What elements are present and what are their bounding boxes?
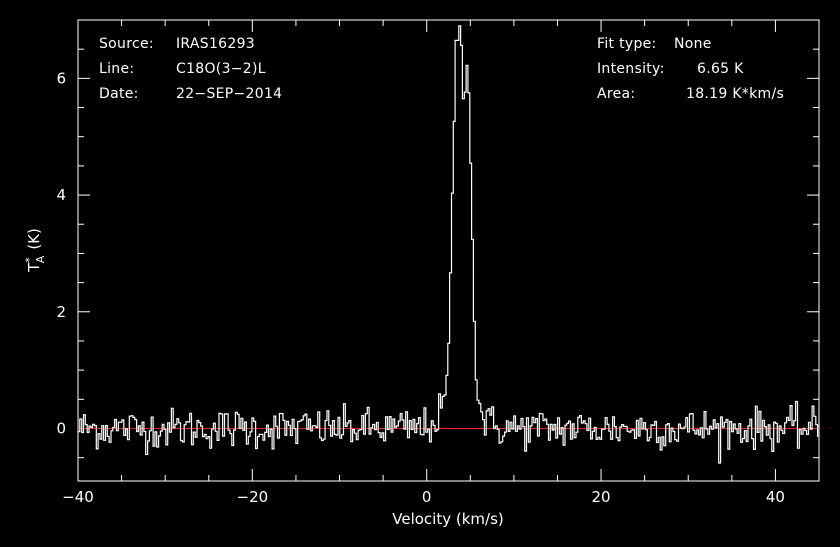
- y-axis-label: T*A (K): [23, 228, 47, 273]
- fit-type-value: None: [674, 36, 712, 52]
- x-tick-label: 0: [422, 488, 432, 506]
- spectrum-line: [78, 25, 819, 464]
- line-value: C18O(3−2)L: [176, 61, 266, 77]
- x-tick-label: 40: [766, 488, 785, 506]
- intensity-label: Intensity:: [597, 61, 665, 77]
- y-axis-label-main: T: [25, 262, 43, 273]
- y-tick-label: 2: [56, 303, 66, 321]
- plot-frame: [77, 19, 820, 482]
- y-tick-label: 0: [56, 419, 66, 437]
- date-value: 22−SEP−2014: [176, 86, 283, 102]
- line-label: Line:: [99, 61, 135, 77]
- intensity-value: 6.65 K: [697, 61, 744, 77]
- y-tick-label: 6: [56, 69, 66, 87]
- date-label: Date:: [99, 86, 139, 102]
- y-axis-label-super: *: [23, 257, 36, 263]
- x-tick-label: −20: [237, 488, 269, 506]
- source-label: Source:: [99, 36, 154, 52]
- x-axis-label: Velocity (km/s): [392, 510, 503, 528]
- area-label: Area:: [597, 86, 636, 102]
- fit-type-label: Fit type:: [597, 36, 657, 52]
- area-value: 18.19 K*km/s: [686, 86, 785, 102]
- y-tick-label: 4: [56, 186, 66, 204]
- x-tick-label: −40: [62, 488, 94, 506]
- y-axis-label-sub: A: [34, 255, 47, 263]
- y-axis-label-unit: (K): [25, 228, 43, 250]
- source-value: IRAS16293: [176, 36, 255, 52]
- x-tick-label: 20: [592, 488, 611, 506]
